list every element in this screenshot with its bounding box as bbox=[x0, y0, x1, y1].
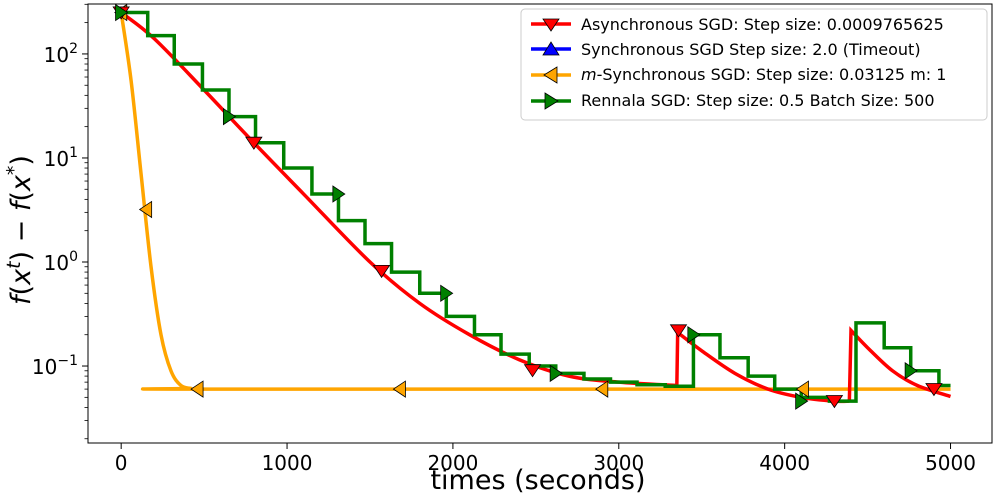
marker-rennala-sgd bbox=[687, 325, 701, 344]
triangle-up-icon bbox=[542, 41, 560, 56]
marker-m-synchronous-sgd bbox=[795, 380, 809, 398]
legend-label-async: Asynchronous SGD: Step size: 0.000976562… bbox=[581, 15, 944, 34]
y-tick-label: 100 bbox=[44, 249, 78, 275]
marker-asynchronous-sgd bbox=[825, 395, 844, 409]
triangle-right-icon bbox=[544, 92, 559, 110]
legend: Asynchronous SGD: Step size: 0.000976562… bbox=[520, 8, 988, 121]
marker-rennala-sgd bbox=[222, 107, 237, 126]
marker-asynchronous-sgd bbox=[925, 383, 943, 397]
series-line-asynchronous-sgd bbox=[675, 329, 850, 404]
y-label-x2: x bbox=[6, 174, 37, 192]
marker-asynchronous-sgd bbox=[669, 324, 688, 338]
x-axis-label: times (seconds) bbox=[430, 465, 645, 496]
marker-m-synchronous-sgd bbox=[392, 380, 406, 398]
series-line-asynchronous-sgd bbox=[847, 326, 952, 402]
plot-frame bbox=[87, 3, 993, 444]
marker-rennala-sgd bbox=[904, 362, 918, 380]
legend-label-msync: m-Synchronous SGD: Step size: 0.03125 m:… bbox=[581, 65, 946, 84]
x-axis: 0 1000 2000 3000 4000 5000 bbox=[115, 443, 976, 475]
legend-entry-async: Asynchronous SGD: Step size: 0.000976562… bbox=[531, 15, 944, 34]
x-tick-label: 4000 bbox=[759, 451, 810, 475]
y-tick-label: 10−1 bbox=[32, 353, 78, 379]
y-label-x1: x bbox=[6, 268, 37, 286]
marker-rennala-sgd bbox=[549, 364, 563, 383]
triangle-left-icon bbox=[543, 66, 558, 84]
x-tick-label: 0 bbox=[115, 451, 128, 475]
y-label-mid: ) − bbox=[6, 211, 37, 261]
marker-m-synchronous-sgd bbox=[138, 200, 153, 219]
marker-rennala-sgd bbox=[795, 392, 809, 410]
legend-entry-msync: m-Synchronous SGD: Step size: 0.03125 m:… bbox=[531, 65, 946, 84]
y-axis-label: f(xt) − f(x*) bbox=[3, 155, 37, 305]
y-label-t: t bbox=[3, 260, 25, 269]
marker-rennala-sgd bbox=[115, 3, 129, 22]
x-tick-label: 2000 bbox=[427, 451, 478, 475]
marker-asynchronous-sgd bbox=[372, 264, 391, 279]
triangle-down-icon bbox=[542, 18, 560, 32]
legend-entry-rennala: Rennala SGD: Step size: 0.5 Batch Size: … bbox=[531, 91, 935, 110]
legend-entry-sync: Synchronous SGD Step size: 2.0 (Timeout) bbox=[531, 40, 921, 59]
marker-asynchronous-sgd bbox=[245, 136, 263, 150]
x-tick-label: 3000 bbox=[593, 451, 644, 475]
marker-m-synchronous-sgd bbox=[190, 380, 204, 398]
legend-box bbox=[520, 8, 988, 121]
legend-label-sync: Synchronous SGD Step size: 2.0 (Timeout) bbox=[581, 40, 921, 59]
y-label-star: * bbox=[3, 166, 25, 176]
marker-m-synchronous-sgd bbox=[595, 380, 609, 398]
legend-label-rennala: Rennala SGD: Step size: 0.5 Batch Size: … bbox=[581, 91, 935, 110]
y-axis: 102 101 100 10−1 bbox=[32, 3, 88, 440]
y-tick-label: 101 bbox=[44, 145, 78, 171]
marker-rennala-sgd bbox=[440, 284, 454, 303]
x-tick-label: 5000 bbox=[925, 451, 976, 475]
marker-asynchronous-sgd bbox=[523, 364, 542, 378]
marker-rennala-sgd bbox=[332, 185, 346, 203]
series-markers bbox=[112, 3, 943, 410]
plot-area bbox=[112, 3, 952, 410]
series-line-rennala-sgd bbox=[121, 10, 951, 403]
x-tick-label: 1000 bbox=[262, 451, 313, 475]
y-tick-label: 102 bbox=[44, 41, 78, 67]
